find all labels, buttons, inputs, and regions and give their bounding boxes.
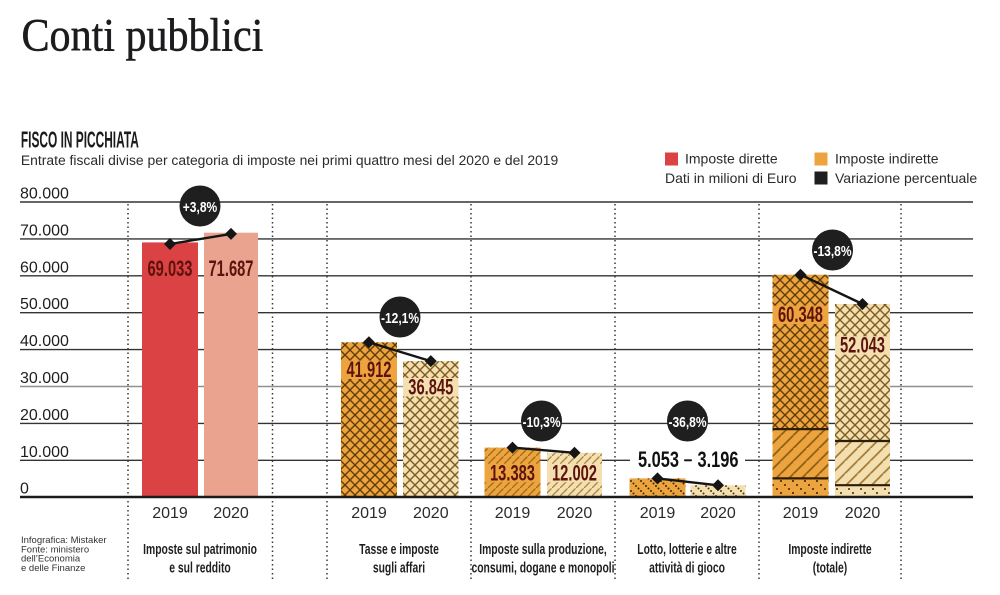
svg-text:Imposte sul patrimonio: Imposte sul patrimonio <box>143 540 257 557</box>
svg-text:36.845: 36.845 <box>408 374 453 399</box>
svg-text:Conti pubblici: Conti pubblici <box>22 8 264 61</box>
svg-text:2020: 2020 <box>700 505 736 522</box>
svg-text:2020: 2020 <box>413 505 449 522</box>
svg-text:attività di gioco: attività di gioco <box>649 559 725 576</box>
svg-text:2020: 2020 <box>557 505 593 522</box>
svg-text:60.000: 60.000 <box>20 259 69 276</box>
svg-text:Imposte dirette: Imposte dirette <box>685 151 778 167</box>
svg-text:-10,3%: -10,3% <box>522 414 560 430</box>
svg-text:Imposte indirette: Imposte indirette <box>788 540 871 557</box>
svg-text:52.043: 52.043 <box>840 333 885 358</box>
svg-text:40.000: 40.000 <box>20 333 69 350</box>
svg-text:Dati in milioni di Euro: Dati in milioni di Euro <box>665 170 797 186</box>
svg-text:-13,8%: -13,8% <box>813 243 851 259</box>
svg-text:e delle Finanze: e delle Finanze <box>21 563 85 574</box>
svg-text:Entrate fiscali divise per cat: Entrate fiscali divise per categoria di … <box>21 152 559 168</box>
svg-text:-12,1%: -12,1% <box>381 310 419 326</box>
svg-text:41.912: 41.912 <box>347 357 392 382</box>
svg-text:2019: 2019 <box>152 505 188 522</box>
svg-text:Tasse e imposte: Tasse e imposte <box>359 540 439 557</box>
svg-text:2019: 2019 <box>351 505 387 522</box>
svg-text:sugli affari: sugli affari <box>373 559 425 576</box>
svg-text:3.196: 3.196 <box>698 448 739 473</box>
svg-text:-36,8%: -36,8% <box>668 414 706 430</box>
svg-text:2019: 2019 <box>640 505 676 522</box>
svg-text:30.000: 30.000 <box>20 370 69 387</box>
svg-text:0: 0 <box>20 481 29 498</box>
svg-text:10.000: 10.000 <box>20 444 69 461</box>
svg-text:Infografica: Mistaker: Infografica: Mistaker <box>21 535 107 546</box>
svg-text:Lotto, lotterie e altre: Lotto, lotterie e altre <box>637 540 736 557</box>
svg-text:69.033: 69.033 <box>148 256 193 281</box>
svg-text:13.383: 13.383 <box>490 460 535 485</box>
svg-text:2020: 2020 <box>213 505 249 522</box>
svg-text:70.000: 70.000 <box>20 222 69 239</box>
svg-text:Imposte sulla produzione,: Imposte sulla produzione, <box>479 540 607 557</box>
svg-text:2019: 2019 <box>495 505 531 522</box>
svg-text:80.000: 80.000 <box>20 186 69 203</box>
svg-text:Fonte: ministero: Fonte: ministero <box>21 544 89 555</box>
svg-text:Variazione percentuale: Variazione percentuale <box>835 170 977 186</box>
svg-text:FISCO IN PICCHIATA: FISCO IN PICCHIATA <box>21 126 139 152</box>
svg-text:5.053: 5.053 <box>638 448 679 473</box>
svg-text:2019: 2019 <box>783 505 819 522</box>
svg-text:2020: 2020 <box>845 505 881 522</box>
svg-text:71.687: 71.687 <box>209 256 254 281</box>
svg-text:20.000: 20.000 <box>20 407 69 424</box>
svg-text:+3,8%: +3,8% <box>183 199 218 215</box>
svg-text:consumi, dogane e monopoli: consumi, dogane e monopoli <box>471 559 614 576</box>
svg-text:50.000: 50.000 <box>20 296 69 313</box>
svg-text:(totale): (totale) <box>813 559 847 576</box>
svg-text:60.348: 60.348 <box>778 302 823 327</box>
svg-text:dell’Economia: dell’Economia <box>21 554 81 565</box>
svg-text:Imposte indirette: Imposte indirette <box>835 151 939 167</box>
svg-text:e sul reddito: e sul reddito <box>169 559 231 576</box>
svg-text:12.002: 12.002 <box>552 460 597 485</box>
